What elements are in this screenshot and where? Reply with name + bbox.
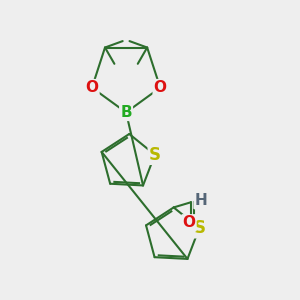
Text: S: S <box>193 219 205 237</box>
Text: O: O <box>85 80 98 95</box>
Text: H: H <box>195 193 207 208</box>
Text: B: B <box>120 105 132 120</box>
Text: S: S <box>149 146 161 164</box>
Text: O: O <box>154 80 167 95</box>
Text: O: O <box>182 215 196 230</box>
